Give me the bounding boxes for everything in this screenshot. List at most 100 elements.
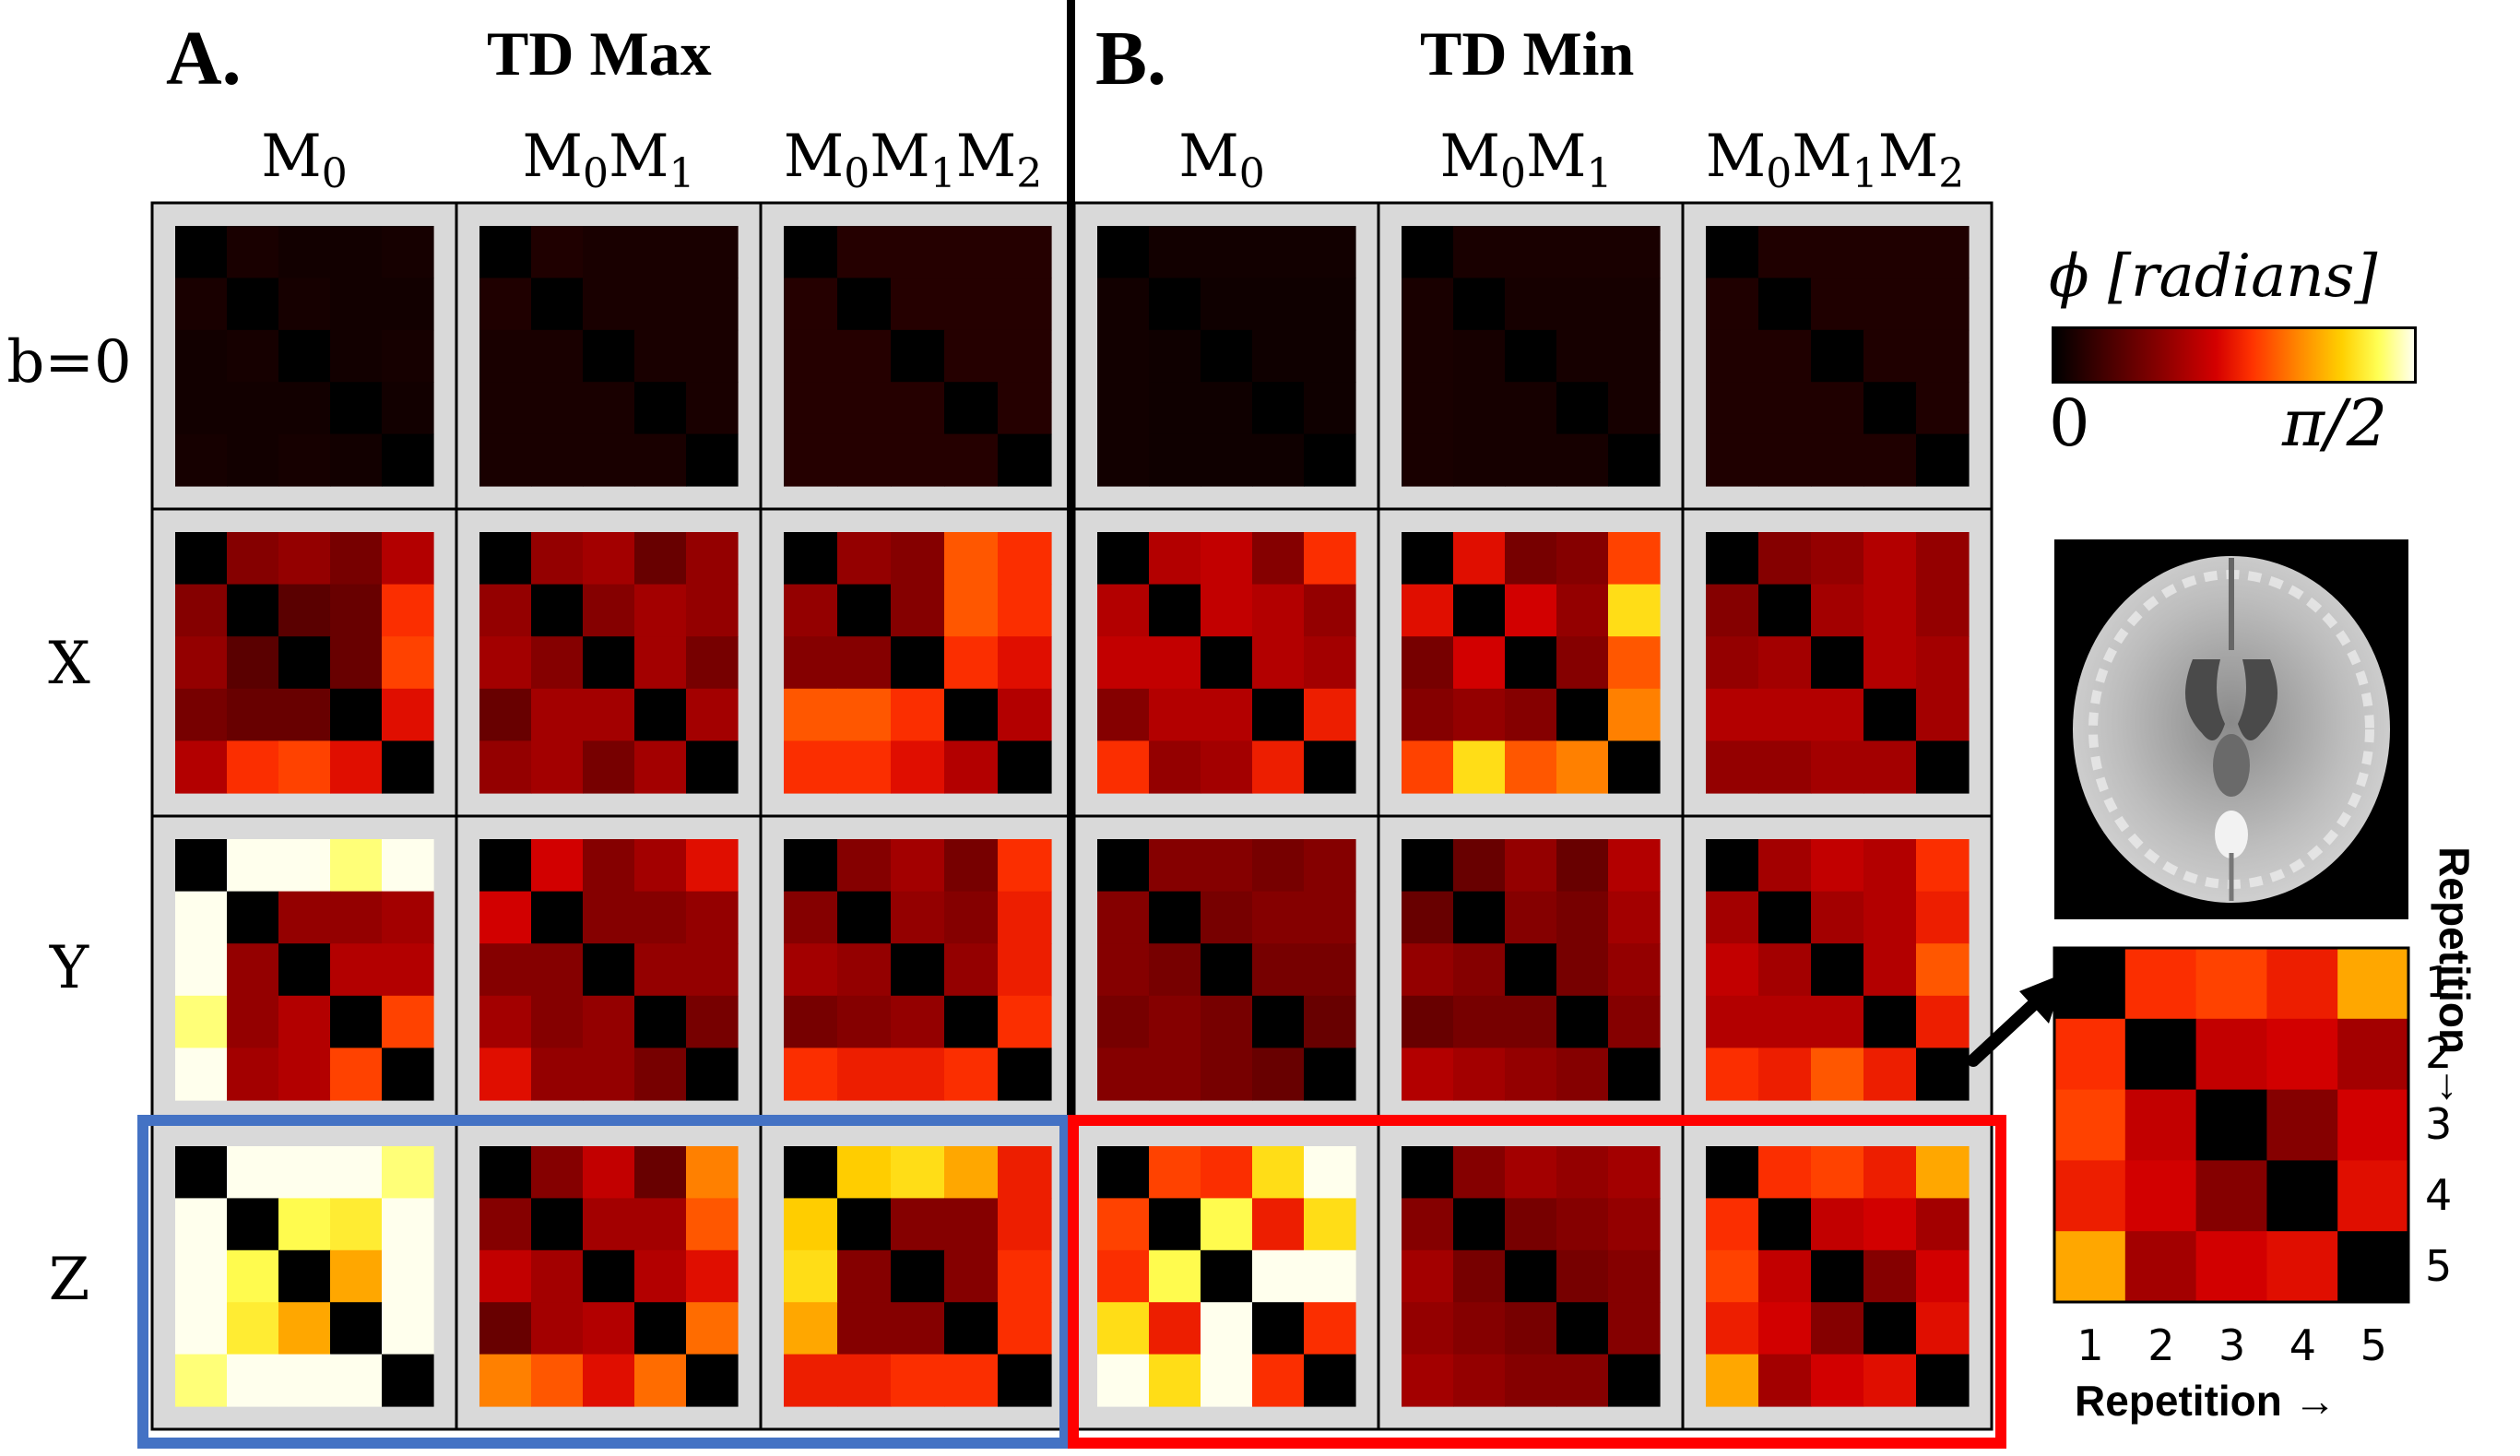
heatmap-square	[175, 839, 228, 893]
heatmap-square	[1252, 1249, 1305, 1303]
heatmap-square	[227, 329, 279, 383]
row-label: Z	[48, 1246, 90, 1314]
heatmap-square	[891, 1048, 945, 1101]
heatmap-square	[944, 532, 999, 586]
heatmap-square	[784, 740, 838, 794]
heatmap-square	[1706, 1302, 1759, 1355]
heatmap-square	[1402, 278, 1454, 331]
heatmap-square	[837, 740, 892, 794]
heatmap-square	[278, 1198, 331, 1251]
heatmap-square	[531, 532, 584, 586]
column-label: M0M1M2	[1705, 123, 1965, 197]
brain-mri-image	[2054, 539, 2408, 919]
heatmap-square	[1149, 891, 1201, 944]
heatmap-square	[227, 532, 279, 586]
heatmap-square	[1149, 433, 1201, 487]
column-label: M0	[261, 123, 348, 197]
heatmap-square	[1201, 1048, 1253, 1101]
heatmap-square	[330, 226, 383, 278]
heatmap-square	[479, 995, 532, 1048]
heatmap-square	[1505, 433, 1557, 487]
example-x-tick: 5	[2360, 1320, 2387, 1370]
heatmap-square	[686, 995, 739, 1048]
heatmap-square	[1706, 1198, 1759, 1251]
heatmap-square	[1916, 688, 1970, 741]
heatmap-square	[891, 943, 945, 997]
heatmap-square	[479, 1354, 532, 1407]
heatmap-square	[784, 943, 838, 997]
heatmap-square	[175, 584, 228, 637]
heatmap-square	[1608, 1249, 1661, 1303]
heatmap-square	[1097, 740, 1150, 794]
heatmap-square	[583, 943, 635, 997]
heatmap-square	[686, 1249, 739, 1303]
heatmap-square	[1304, 433, 1356, 487]
heatmap-square	[1758, 740, 1812, 794]
heatmap-square	[583, 1249, 635, 1303]
heatmap-square	[1863, 891, 1917, 944]
heatmap-square	[175, 226, 228, 278]
heatmap-square	[998, 1146, 1052, 1199]
heatmap-square	[1706, 584, 1759, 637]
heatmap-square	[382, 688, 434, 741]
example-x-axis-title: Repetition →	[2075, 1377, 2337, 1425]
heatmap-square	[382, 636, 434, 690]
heatmap-square	[1505, 226, 1557, 278]
heatmap-square	[227, 278, 279, 331]
heatmap-square	[1453, 636, 1506, 690]
heatmap-square	[1402, 636, 1454, 690]
heatmap-square	[1201, 1198, 1253, 1251]
heatmap-square	[1402, 329, 1454, 383]
heatmap-square	[686, 891, 739, 944]
heatmap-square	[1453, 891, 1506, 944]
heatmap-square	[891, 433, 945, 487]
heatmap-square	[1201, 1249, 1253, 1303]
heatmap-square	[531, 943, 584, 997]
heatmap-square	[175, 740, 228, 794]
heatmap-square	[531, 1198, 584, 1251]
heatmap-square	[479, 1198, 532, 1251]
heatmap-square	[479, 740, 532, 794]
colorbar	[2052, 326, 2417, 384]
panel-divider	[1067, 0, 1075, 1123]
heatmap-square	[330, 584, 383, 637]
example-heatmap-square	[2337, 1089, 2409, 1161]
heatmap-square	[175, 636, 228, 690]
heatmap-square	[1097, 1146, 1150, 1199]
heatmap-square	[1097, 584, 1150, 637]
heatmap-square	[686, 1048, 739, 1101]
heatmap-square	[1863, 226, 1917, 278]
heatmap-square	[1201, 1354, 1253, 1407]
heatmap-square	[1556, 382, 1609, 435]
heatmap-square	[479, 433, 532, 487]
example-heatmap-square	[2337, 1231, 2409, 1303]
heatmap-square	[175, 1048, 228, 1101]
heatmap-square	[891, 584, 945, 637]
heatmap-square	[479, 1146, 532, 1199]
heatmap-square	[998, 584, 1052, 637]
heatmap-square	[837, 636, 892, 690]
heatmap-square	[531, 382, 584, 435]
heatmap-square	[837, 278, 892, 331]
heatmap-square	[1758, 382, 1812, 435]
heatmap-square	[330, 943, 383, 997]
heatmap-square	[531, 636, 584, 690]
heatmap-square	[686, 839, 739, 893]
heatmap-square	[227, 688, 279, 741]
heatmap-square	[1758, 532, 1812, 586]
td-max-z-highlight	[137, 1115, 1071, 1449]
heatmap-square	[1758, 1354, 1812, 1407]
heatmap-square	[227, 1302, 279, 1355]
heatmap-square	[1758, 1249, 1812, 1303]
heatmap-square	[891, 995, 945, 1048]
heatmap-square	[1811, 688, 1864, 741]
heatmap-square	[998, 688, 1052, 741]
heatmap-square	[1706, 636, 1759, 690]
panel-a-title: TD Max	[487, 18, 712, 89]
heatmap-square	[1608, 532, 1661, 586]
panel-a-letter: A.	[166, 16, 242, 101]
heatmap-square	[1811, 891, 1864, 944]
heatmap-square	[998, 943, 1052, 997]
heatmap-square	[330, 688, 383, 741]
heatmap-square	[278, 532, 331, 586]
